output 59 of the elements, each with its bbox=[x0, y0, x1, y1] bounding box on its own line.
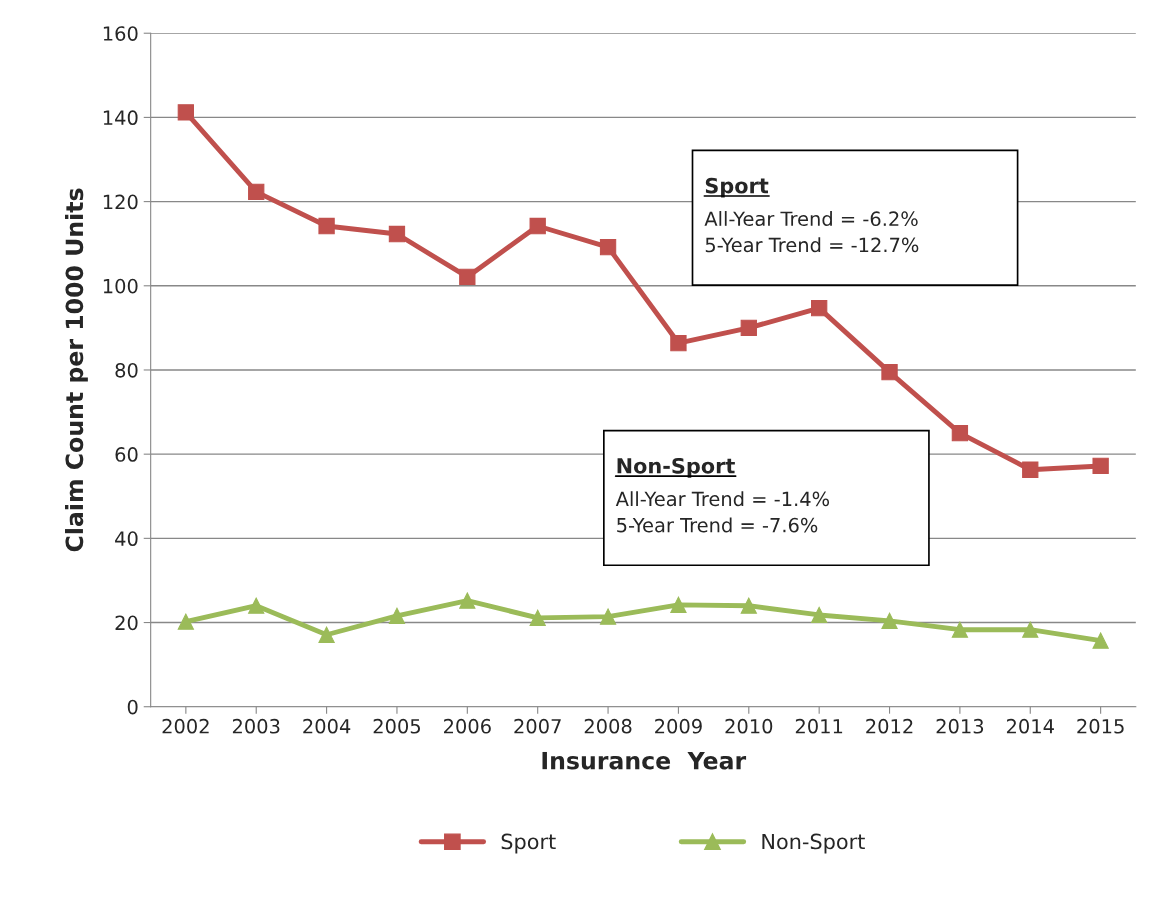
point bbox=[388, 225, 406, 243]
x-axis-title: Insurance Year bbox=[542, 751, 747, 770]
point bbox=[529, 609, 546, 627]
point bbox=[740, 597, 757, 614]
legend-label: Non-Sport bbox=[762, 833, 865, 854]
y-tick-label: 120 bbox=[103, 194, 138, 210]
point bbox=[177, 613, 195, 630]
point bbox=[1092, 632, 1109, 649]
point bbox=[248, 597, 265, 614]
x-tick-label: 2015 bbox=[1077, 718, 1124, 734]
x-tick-label: 2005 bbox=[373, 718, 420, 734]
y-tick-label: 0 bbox=[127, 699, 138, 715]
y-axis-title: Claim Count per 1000 Units bbox=[65, 188, 88, 552]
y-tick-label: 80 bbox=[115, 362, 138, 378]
point bbox=[670, 596, 687, 614]
point bbox=[740, 319, 757, 337]
point bbox=[1092, 457, 1109, 475]
annotation: Non-Sport bbox=[617, 457, 735, 478]
y-tick-label: 100 bbox=[103, 278, 138, 294]
annotation: All-Year Trend = -1.4% 5-Year Trend = -7.6% bbox=[615, 491, 830, 533]
point bbox=[1022, 621, 1039, 638]
point bbox=[318, 217, 335, 235]
x-tick-label: 2006 bbox=[444, 718, 491, 734]
point bbox=[459, 268, 476, 286]
annotation: Sport bbox=[705, 177, 769, 198]
point bbox=[459, 592, 476, 609]
x-tick-label: 2011 bbox=[795, 718, 843, 734]
x-tick-label: 2004 bbox=[303, 718, 351, 734]
x-tick-label: 2009 bbox=[655, 718, 702, 734]
x-tick-label: 2003 bbox=[232, 718, 280, 734]
point bbox=[951, 621, 969, 638]
point bbox=[529, 217, 546, 235]
point bbox=[670, 334, 687, 352]
point bbox=[177, 104, 195, 121]
point bbox=[1022, 461, 1039, 478]
point bbox=[881, 363, 898, 381]
point bbox=[811, 606, 828, 624]
point bbox=[248, 183, 265, 201]
x-tick-label: 2008 bbox=[584, 718, 632, 734]
point bbox=[388, 607, 406, 624]
x-tick-label: 2013 bbox=[936, 718, 984, 734]
y-tick-label: 160 bbox=[103, 26, 138, 41]
x-tick-label: 2002 bbox=[162, 718, 209, 734]
annotation: All-Year Trend = -6.2% 5-Year Trend = -12.7% bbox=[704, 211, 919, 253]
y-tick-label: 60 bbox=[115, 447, 138, 462]
point bbox=[599, 238, 617, 256]
x-tick-label: 2007 bbox=[514, 718, 561, 734]
y-tick-label: 40 bbox=[115, 531, 138, 547]
point bbox=[951, 424, 969, 442]
legend-label: Sport bbox=[501, 833, 556, 854]
x-tick-label: 2012 bbox=[866, 718, 913, 734]
y-tick-label: 140 bbox=[103, 110, 138, 126]
x-tick-label: 2014 bbox=[1006, 718, 1054, 734]
point bbox=[599, 608, 617, 625]
y-tick-label: 20 bbox=[115, 615, 138, 631]
point bbox=[811, 299, 828, 317]
point bbox=[881, 612, 898, 630]
x-tick-label: 2010 bbox=[725, 718, 773, 734]
point bbox=[318, 626, 335, 643]
